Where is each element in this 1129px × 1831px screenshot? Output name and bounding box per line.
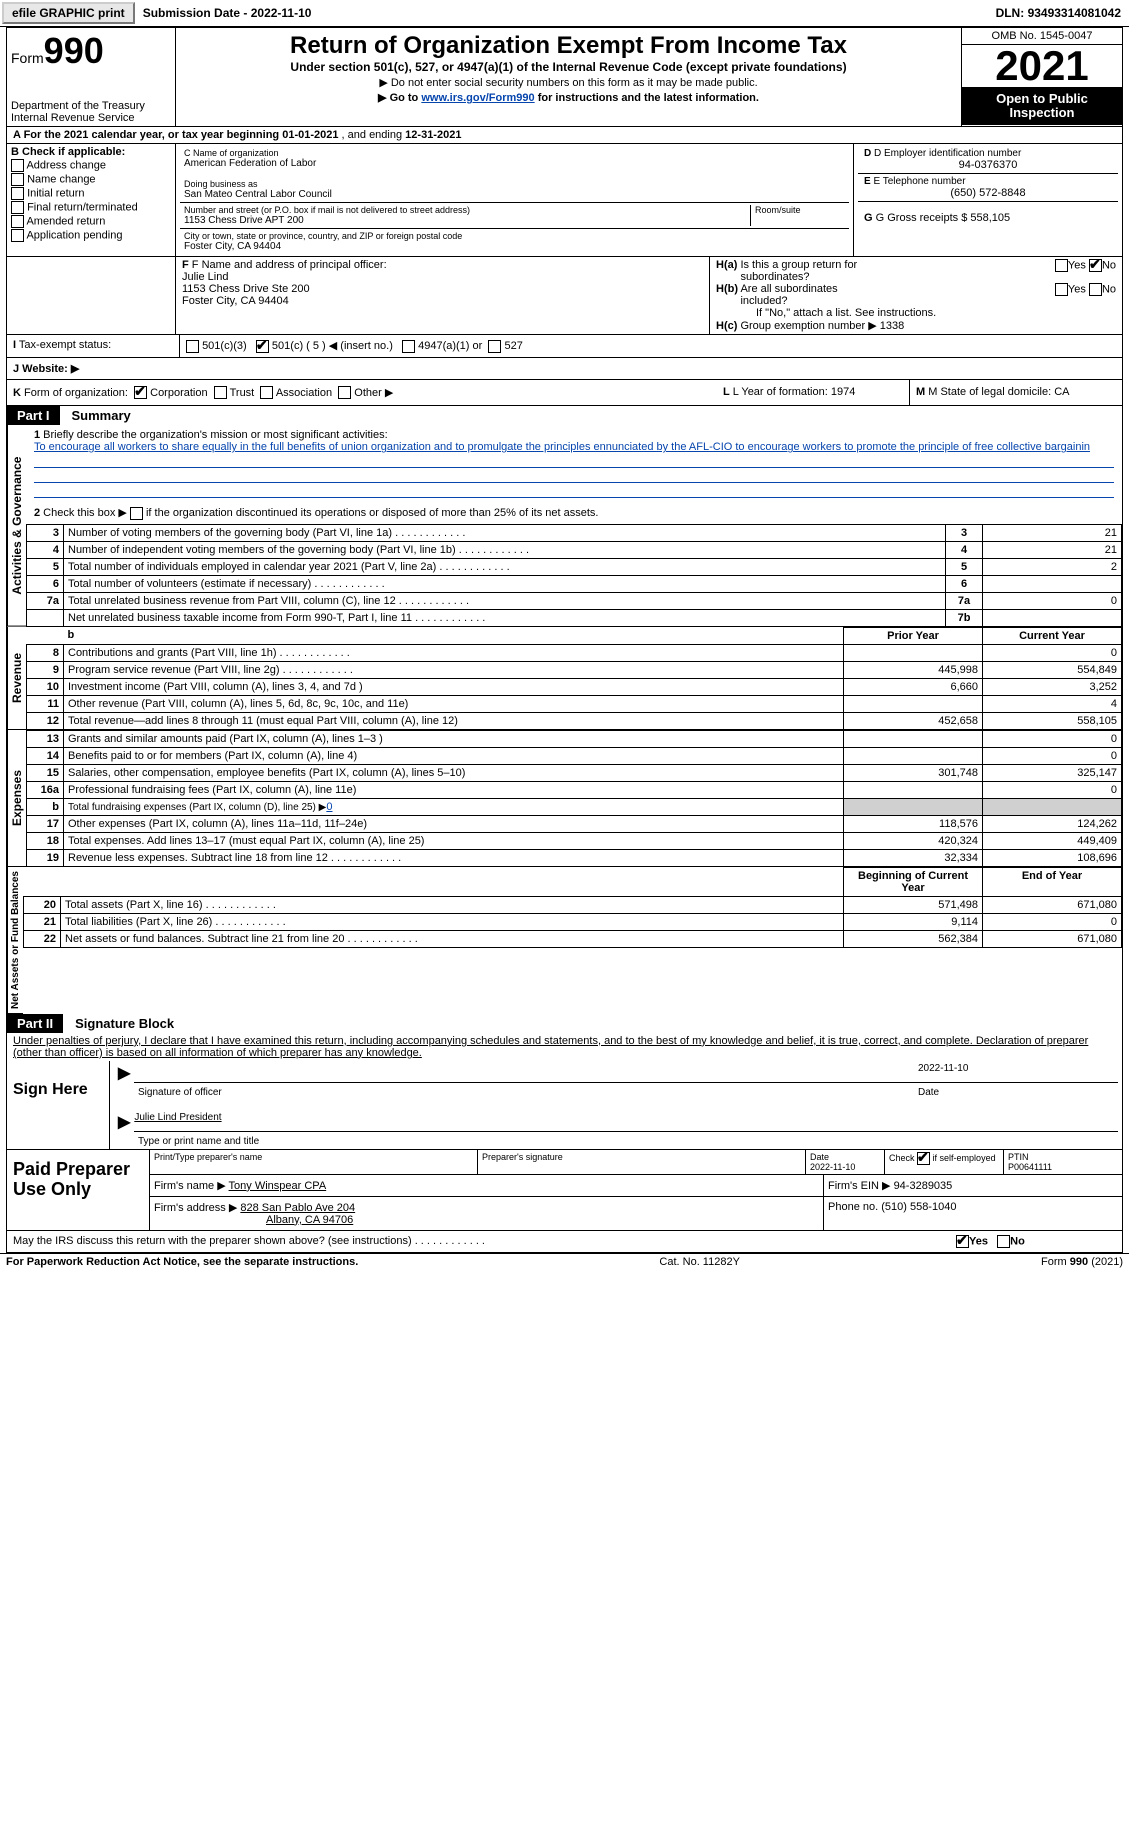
side-net-assets: Net Assets or Fund Balances: [7, 867, 23, 1014]
chk-hb-yes[interactable]: [1055, 283, 1068, 296]
chk-hb-no[interactable]: [1089, 283, 1102, 296]
part1-header: Part I Summary: [7, 406, 1122, 425]
chk-trust[interactable]: [214, 386, 227, 399]
chk-ha-no[interactable]: [1089, 259, 1102, 272]
ein-value: 94-0376370: [864, 159, 1112, 171]
summary-governance-table: 3Number of voting members of the governi…: [26, 524, 1122, 627]
chk-527[interactable]: [488, 340, 501, 353]
chk-address-change[interactable]: [11, 159, 24, 172]
fundraising-link[interactable]: 0: [326, 801, 332, 813]
tax-exempt-status: 501(c)(3) 501(c) ( 5 ) ◀ (insert no.) 49…: [180, 335, 1122, 357]
chk-discuss-yes[interactable]: [956, 1235, 969, 1248]
chk-corp[interactable]: [134, 386, 147, 399]
section-j-website: J Website: ▶: [7, 358, 1122, 379]
section-b-checkboxes: B Check if applicable: Address change Na…: [7, 144, 176, 256]
chk-discuss-no[interactable]: [997, 1235, 1010, 1248]
firm-phone: (510) 558-1040: [881, 1201, 956, 1213]
goto-note: ▶ Go to www.irs.gov/Form990 for instruct…: [182, 91, 955, 104]
org-dba: San Mateo Central Labor Council: [184, 189, 845, 200]
phone-value: (650) 572-8848: [864, 187, 1112, 199]
form-title: Return of Organization Exempt From Incom…: [182, 32, 955, 60]
chk-4947[interactable]: [402, 340, 415, 353]
efile-print-button[interactable]: efile GRAPHIC print: [2, 2, 135, 24]
form-number: Form990: [11, 30, 171, 72]
q2-checkbox: 2 Check this box ▶ if the organization d…: [26, 502, 1122, 524]
chk-self-employed[interactable]: [917, 1152, 930, 1165]
dept-treasury: Department of the Treasury: [11, 100, 171, 112]
side-expenses: Expenses: [7, 730, 26, 867]
chk-application-pending[interactable]: [11, 229, 24, 242]
summary-revenue-table: bPrior YearCurrent Year 8Contributions a…: [26, 627, 1122, 730]
group-exemption: 1338: [880, 320, 904, 332]
part2-header: Part II Signature Block: [7, 1014, 1122, 1033]
firm-ein: 94-3289035: [894, 1180, 953, 1192]
chk-other[interactable]: [338, 386, 351, 399]
arrow-icon: ▶: [114, 1112, 134, 1132]
org-street: 1153 Chess Drive APT 200: [184, 215, 750, 226]
chk-discontinued[interactable]: [130, 507, 143, 520]
arrow-icon: ▶: [114, 1063, 134, 1083]
summary-expenses-table: 13Grants and similar amounts paid (Part …: [26, 730, 1122, 867]
org-name: American Federation of Labor: [184, 158, 845, 169]
form-subtitle: Under section 501(c), 527, or 4947(a)(1)…: [182, 60, 955, 74]
section-h-group: H(a) Is this a group return for subordin…: [710, 257, 1122, 334]
open-to-public: Open to Public Inspection: [962, 88, 1122, 125]
firm-name: Tony Winspear CPA: [229, 1180, 327, 1192]
q1-mission: 1 Briefly describe the organization's mi…: [26, 425, 1122, 502]
chk-name-change[interactable]: [11, 173, 24, 186]
form-page: Form990 Department of the Treasury Inter…: [6, 27, 1123, 1253]
chk-final-return[interactable]: [11, 201, 24, 214]
side-revenue: Revenue: [7, 627, 26, 730]
dln: DLN: 93493314081042: [996, 6, 1129, 20]
gross-receipts: 558,105: [970, 212, 1010, 224]
chk-assoc[interactable]: [260, 386, 273, 399]
sign-here-label: Sign Here: [7, 1061, 110, 1149]
form-header: Form990 Department of the Treasury Inter…: [7, 28, 1122, 127]
chk-ha-yes[interactable]: [1055, 259, 1068, 272]
irs-label: Internal Revenue Service: [11, 112, 171, 124]
summary-netassets-table: Beginning of Current YearEnd of Year 20T…: [23, 867, 1122, 948]
section-a-tax-year: A For the 2021 calendar year, or tax yea…: [7, 127, 1122, 144]
section-c-org-info: C Name of organization American Federati…: [176, 144, 854, 256]
irs-link[interactable]: www.irs.gov/Form990: [421, 92, 534, 104]
section-m-state: M M State of legal domicile: CA: [910, 380, 1122, 406]
chk-initial-return[interactable]: [11, 187, 24, 200]
tax-year: 2021: [962, 45, 1122, 88]
ssn-note: ▶ Do not enter social security numbers o…: [182, 76, 955, 89]
page-footer: For Paperwork Reduction Act Notice, see …: [0, 1253, 1129, 1270]
chk-amended-return[interactable]: [11, 215, 24, 228]
top-toolbar: efile GRAPHIC print Submission Date - 20…: [0, 0, 1129, 27]
perjury-declaration: Under penalties of perjury, I declare th…: [7, 1033, 1122, 1061]
org-city: Foster City, CA 94404: [184, 241, 845, 252]
chk-501c[interactable]: [256, 340, 269, 353]
section-f-officer: F F Name and address of principal office…: [176, 257, 710, 334]
side-activities: Activities & Governance: [7, 425, 26, 627]
section-k-form-org: K Form of organization: Corporation Trus…: [7, 380, 717, 406]
chk-501c3[interactable]: [186, 340, 199, 353]
section-de-numbers: D D Employer identification number 94-03…: [854, 144, 1122, 256]
paid-preparer-label: Paid Preparer Use Only: [7, 1150, 150, 1230]
discuss-question: May the IRS discuss this return with the…: [13, 1235, 956, 1248]
section-l-year: L L Year of formation: 1974: [717, 380, 910, 406]
submission-date-label: Submission Date - 2022-11-10: [137, 6, 318, 20]
